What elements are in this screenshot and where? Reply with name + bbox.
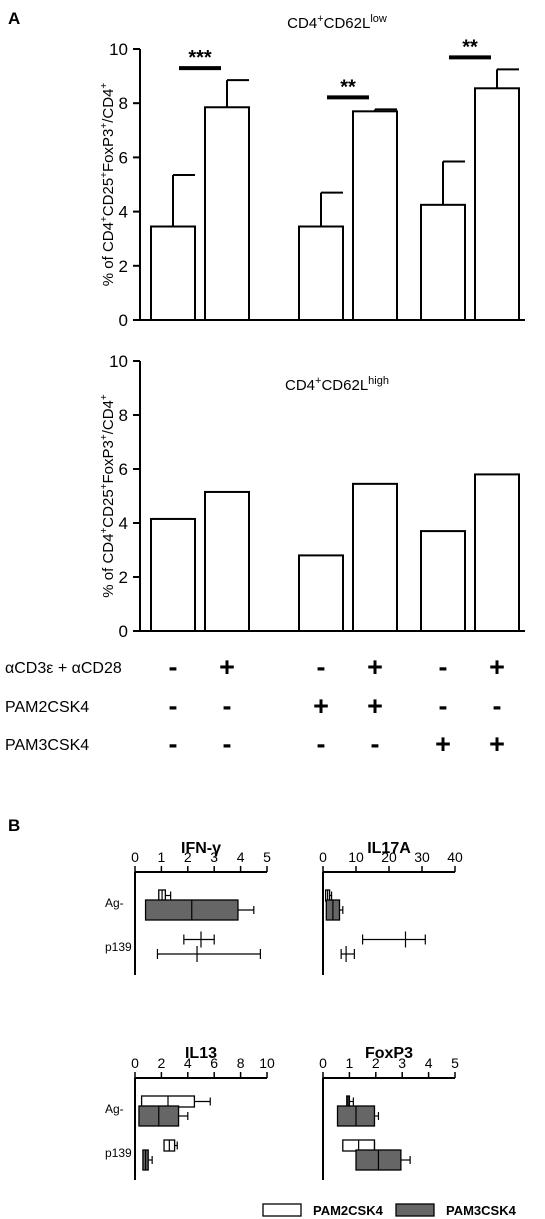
x-tick-label: 2 [158, 1055, 166, 1071]
condition-sign: + [313, 691, 329, 721]
x-tick-label: 1 [346, 1055, 354, 1071]
panel-label-a: A [8, 9, 20, 28]
condition-sign: - [169, 652, 178, 682]
y-tick-label: 10 [109, 352, 128, 371]
bar [352, 482, 398, 632]
condition-label: αCD3ε + αCD28 [5, 660, 122, 677]
condition-sign: + [489, 729, 505, 759]
chart-b1: IFN-γ 0 1 2 3 4 5 Ag-p139 [105, 840, 271, 975]
y-tick-label: 8 [119, 94, 128, 113]
x-tick-label: 0 [319, 849, 327, 865]
x-tick-label: 8 [237, 1055, 245, 1071]
chart-title: IL13 [185, 1045, 217, 1062]
x-tick-label: 30 [414, 849, 430, 865]
x-tick-label: 5 [263, 849, 271, 865]
bar [204, 106, 250, 321]
significance-stars: ** [462, 36, 478, 58]
y-tick-label: 4 [119, 203, 128, 222]
bar [150, 517, 196, 633]
x-tick-label: 1 [158, 849, 166, 865]
condition-sign: + [489, 652, 505, 682]
x-tick-label: 40 [447, 849, 463, 865]
y-tick-label: 0 [119, 622, 128, 641]
bar [298, 225, 344, 322]
x-tick-label: 4 [237, 849, 245, 865]
x-tick-label: 20 [381, 849, 397, 865]
group-label: p139 [105, 940, 132, 954]
bar [204, 490, 250, 633]
y-tick-label: 2 [119, 568, 128, 587]
condition-sign: - [439, 652, 448, 682]
x-tick-label: 3 [398, 1055, 406, 1071]
condition-sign: - [223, 729, 232, 759]
condition-sign: + [219, 652, 235, 682]
bar [420, 203, 466, 321]
x-tick-label: 6 [210, 1055, 218, 1071]
y-tick-label: 10 [109, 40, 128, 59]
x-tick-label: 0 [131, 1055, 139, 1071]
condition-sign: - [317, 652, 326, 682]
condition-label: PAM3CSK4 [5, 737, 89, 754]
y-axis-label: % of CD4+CD25+FoxP3+/CD4+ [99, 83, 117, 287]
x-tick-label: 4 [184, 1055, 192, 1071]
bar [474, 473, 520, 632]
condition-label: PAM2CSK4 [5, 699, 89, 716]
significance-stars: *** [188, 47, 212, 69]
chart-title: CD4+CD62Llow [287, 13, 387, 32]
x-tick-label: 0 [131, 849, 139, 865]
x-tick-label: 2 [372, 1055, 380, 1071]
legend: PAM2CSK4 PAM3CSK4 [262, 1203, 517, 1218]
condition-sign: + [367, 691, 383, 721]
condition-sign: - [493, 691, 502, 721]
chart-b3: IL13 0 2 4 6 8 10 Ag-p139 [105, 1045, 275, 1180]
bar [420, 530, 466, 632]
condition-sign: - [317, 729, 326, 759]
legend-swatch [262, 1203, 302, 1217]
y-tick-label: 8 [119, 406, 128, 425]
y-tick-label: 4 [119, 514, 128, 533]
significance-stars: ** [340, 76, 356, 98]
panel-label-b: B [8, 816, 20, 835]
x-tick-label: 0 [319, 1055, 327, 1071]
y-tick-label: 0 [119, 311, 128, 330]
chart-title: IFN-γ [181, 840, 221, 857]
bar [150, 225, 196, 322]
conditions-table: αCD3ε + αCD28 - + - + - + PAM2CSK4 - - + + - - PAM3CSK… [5, 652, 505, 759]
condition-sign: - [223, 691, 232, 721]
group-label: p139 [105, 1146, 132, 1160]
bar [298, 554, 344, 633]
x-tick-label: 10 [348, 849, 364, 865]
chart-b4: FoxP3 0 1 2 3 4 5 [319, 1045, 459, 1180]
chart-a2: 0 2 4 6 8 10 % of CD4+CD25+FoxP3+/CD4+ CD4+CD62… [99, 352, 525, 641]
chart-title: IL17A [367, 840, 411, 857]
x-tick-label: 2 [184, 849, 192, 865]
condition-sign: - [439, 691, 448, 721]
condition-sign: - [169, 691, 178, 721]
y-axis-label: % of CD4+CD25+FoxP3+/CD4+ [99, 394, 117, 598]
x-tick-label: 3 [210, 849, 218, 865]
bar [352, 110, 398, 321]
legend-swatch [395, 1203, 435, 1217]
legend-label: PAM2CSK4 [313, 1203, 384, 1218]
y-tick-label: 2 [119, 257, 128, 276]
chart-title: FoxP3 [365, 1045, 413, 1062]
bar [474, 87, 520, 321]
y-tick-label: 6 [119, 460, 128, 479]
chart-b2: IL17A 0 10 20 30 40 [319, 840, 463, 975]
condition-sign: + [435, 729, 451, 759]
condition-sign: - [169, 729, 178, 759]
condition-sign: + [367, 652, 383, 682]
x-tick-label: 4 [425, 1055, 433, 1071]
y-tick-label: 6 [119, 148, 128, 167]
x-tick-label: 10 [259, 1055, 275, 1071]
legend-label: PAM3CSK4 [446, 1203, 517, 1218]
condition-sign: - [371, 729, 380, 759]
group-label: Ag- [105, 1102, 124, 1116]
group-label: Ag- [105, 896, 124, 910]
x-tick-label: 5 [451, 1055, 459, 1071]
chart-title: CD4+CD62Lhigh [285, 375, 389, 394]
